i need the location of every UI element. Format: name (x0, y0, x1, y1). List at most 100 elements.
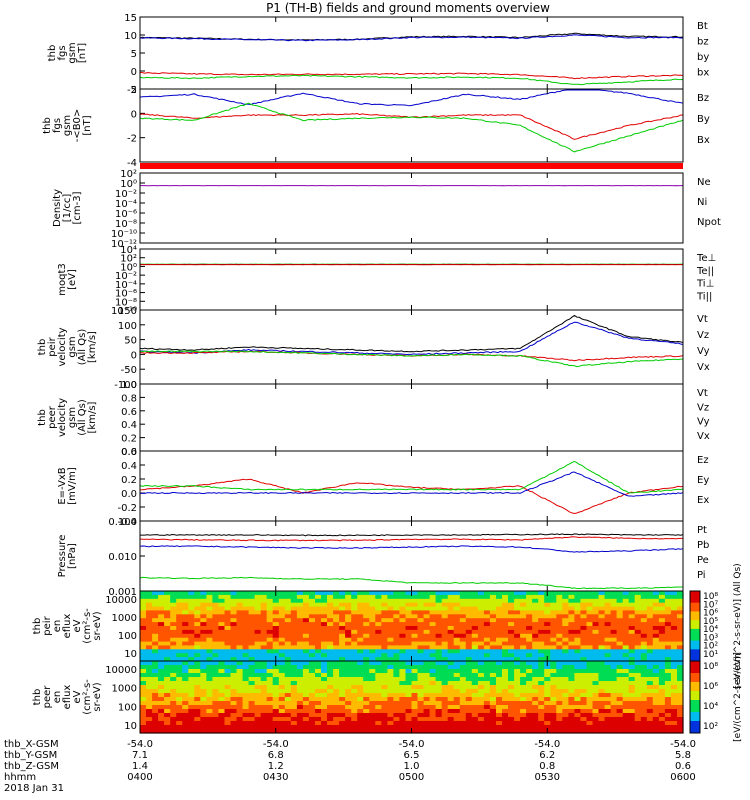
heatmap-cell (146, 693, 153, 698)
heatmap-cell (598, 665, 606, 670)
heatmap-cell (260, 689, 268, 694)
heatmap-cell (520, 614, 527, 619)
heatmap-cell (646, 729, 654, 734)
heatmap-cell (447, 713, 455, 718)
heatmap-cell (453, 591, 461, 596)
heatmap-cell (218, 661, 225, 666)
heatmap-cell (447, 661, 455, 666)
heatmap-cell (375, 606, 382, 612)
heatmap-cell (206, 633, 213, 639)
heatmap-cell (658, 697, 666, 702)
heatmap-cell (284, 681, 292, 686)
ylabel-line: [nT] (82, 115, 93, 135)
heatmap-cell (170, 709, 177, 714)
heatmap-cell (489, 673, 497, 678)
footer-value: 0500 (398, 772, 425, 783)
heatmap-cell (308, 681, 316, 686)
heatmap-cell (315, 705, 322, 710)
heatmap-cell (321, 626, 328, 631)
heatmap-cell (652, 629, 660, 635)
heatmap-cell (532, 653, 539, 658)
heatmap-cell (200, 677, 207, 682)
heatmap-cell (435, 637, 443, 643)
ylabel-line: gsm (67, 42, 78, 63)
heatmap-cell (146, 649, 153, 654)
heatmap-cell (652, 673, 660, 678)
series-ez (139, 478, 684, 515)
heatmap-cell (598, 657, 606, 662)
heatmap-cell (351, 626, 358, 631)
heatmap-cell (634, 685, 642, 690)
heatmap-cell (658, 633, 666, 639)
heatmap-cell (640, 721, 648, 726)
heatmap-cell (622, 661, 630, 666)
heatmap-cell (592, 713, 600, 718)
heatmap-cell (423, 697, 431, 702)
heatmap-cell (158, 649, 165, 654)
heatmap-cell (526, 681, 533, 686)
heatmap-cell (477, 709, 485, 714)
heatmap-cell (532, 606, 539, 612)
heatmap-cell (164, 614, 171, 619)
heatmap-cell (278, 606, 286, 612)
heatmap-cell (538, 665, 545, 670)
heatmap-cell (387, 594, 394, 600)
heatmap-cell (140, 618, 147, 623)
heatmap-cell (453, 689, 461, 694)
heatmap-cell (321, 653, 328, 658)
heatmap-cell (164, 645, 171, 650)
heatmap-cell (399, 633, 406, 639)
heatmap-cell (327, 594, 334, 600)
heatmap-cell (429, 665, 437, 670)
heatmap-cell (598, 729, 606, 734)
heatmap-cell (170, 637, 177, 643)
heatmap-cell (502, 610, 509, 615)
heatmap-cell (260, 709, 268, 714)
heatmap-cell (327, 693, 334, 698)
y-tick-label: 10⁻¹² (111, 239, 137, 250)
heatmap-cell (568, 701, 575, 706)
heatmap-cell (230, 709, 238, 714)
heatmap-cell (465, 618, 473, 623)
heatmap-cell (363, 649, 370, 654)
heatmap-cell (327, 618, 334, 623)
ylabel-panel-8: thbpeirenefluxeV(cm²-s-sr-eV) (32, 608, 103, 644)
y-tick-label: 1000 (112, 684, 137, 695)
heatmap-cell (254, 689, 262, 694)
heatmap-cell (646, 594, 654, 600)
heatmap-cell (339, 665, 346, 670)
heatmap-cell (610, 626, 618, 631)
heatmap-cell (290, 689, 298, 694)
heatmap-cell (321, 614, 328, 619)
heatmap-cell (236, 705, 244, 710)
heatmap-cell (677, 713, 684, 718)
heatmap-cell (417, 685, 425, 690)
heatmap-cell (188, 725, 195, 730)
heatmap-cell (586, 610, 594, 615)
colorbar-cell (690, 643, 700, 647)
heatmap-cell (254, 673, 262, 678)
heatmap-cell (308, 591, 316, 596)
heatmap-cell (520, 681, 527, 686)
heatmap-cell (266, 629, 274, 635)
heatmap-cell (333, 591, 340, 596)
heatmap-cell (496, 629, 503, 635)
heatmap-cell (327, 622, 334, 627)
heatmap-cell (333, 729, 340, 734)
heatmap-cell (254, 641, 262, 647)
heatmap-cell (308, 653, 316, 658)
ylabel-line: sr-eV) (92, 682, 103, 711)
heatmap-cell (435, 633, 443, 639)
heatmap-cell (670, 618, 678, 623)
heatmap-cell (236, 717, 244, 722)
heatmap-cell (677, 725, 684, 730)
heatmap-cell (218, 677, 225, 682)
heatmap-cell (664, 618, 672, 623)
heatmap-cell (333, 641, 340, 647)
heatmap-cell (230, 717, 238, 722)
heatmap-cell (230, 685, 238, 690)
heatmap-cell (489, 677, 497, 682)
heatmap-cell (628, 729, 636, 734)
heatmap-cell (592, 610, 600, 615)
heatmap-cell (248, 633, 256, 639)
